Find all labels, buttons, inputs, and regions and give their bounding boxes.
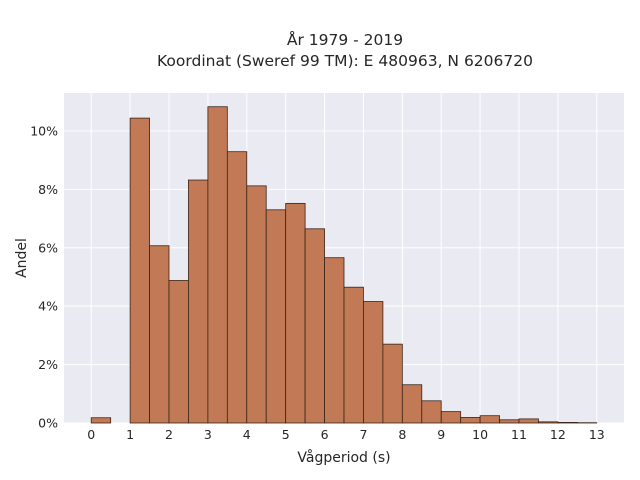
x-tick-label: 10 [472,427,488,442]
histogram-bar [421,400,442,424]
x-tick-label: 1 [126,427,134,442]
x-tick-label: 2 [165,427,173,442]
x-tick-label: 11 [511,427,527,442]
histogram-bar [90,417,112,424]
histogram-bar [207,106,228,424]
histogram-bar [557,422,578,424]
histogram-bar [285,202,306,424]
histogram-bar [460,417,481,424]
y-tick-label: 8% [38,182,58,197]
y-tick-label: 6% [38,240,58,255]
x-tick-label: 13 [589,427,605,442]
y-tick-label: 4% [38,299,58,314]
x-tick-label: 12 [550,427,566,442]
x-tick-label: 7 [359,427,367,442]
chart-title-line-1: År 1979 - 2019 [287,30,403,49]
histogram-bar [499,419,520,424]
histogram-bar [149,245,170,424]
x-axis-label: Vågperiod (s) [297,449,390,466]
x-tick-label: 6 [321,427,329,442]
histogram-bar [226,151,248,424]
chart-title-line-2: Koordinat (Sweref 99 TM): E 480963, N 62… [157,52,533,70]
y-tick-label: 10% [30,123,58,138]
y-tick-label: 0% [38,416,58,431]
histogram-bar [304,228,325,424]
histogram-bar [324,257,345,424]
x-tick-label: 3 [204,427,212,442]
y-tick-label: 2% [38,357,58,372]
x-tick-label: 4 [243,427,251,442]
x-tick-label: 9 [437,427,445,442]
histogram-bar [129,117,150,424]
bars [90,106,598,424]
histogram-bar [168,280,189,424]
histogram-bar [188,179,209,424]
histogram-bar [246,185,267,424]
x-tick-label: 0 [87,427,95,442]
histogram-bar [343,286,364,424]
histogram-bar [401,384,423,424]
x-tick-label: 8 [398,427,406,442]
histogram-bar [363,301,384,424]
x-tick-label: 5 [282,427,290,442]
histogram-bar [265,209,287,424]
x-tick-labels: 0 1 2 3 4 5 6 7 8 9 10 11 12 13 [87,427,604,442]
y-tick-labels: 0% 2% 4% 6% 8% 10% [30,123,58,430]
histogram-bar [518,418,539,424]
histogram-bar [479,415,500,424]
y-axis-label: Andel [14,238,30,278]
histogram-bar [440,411,462,424]
histogram-bar [382,343,403,424]
histogram-bar [538,421,559,424]
